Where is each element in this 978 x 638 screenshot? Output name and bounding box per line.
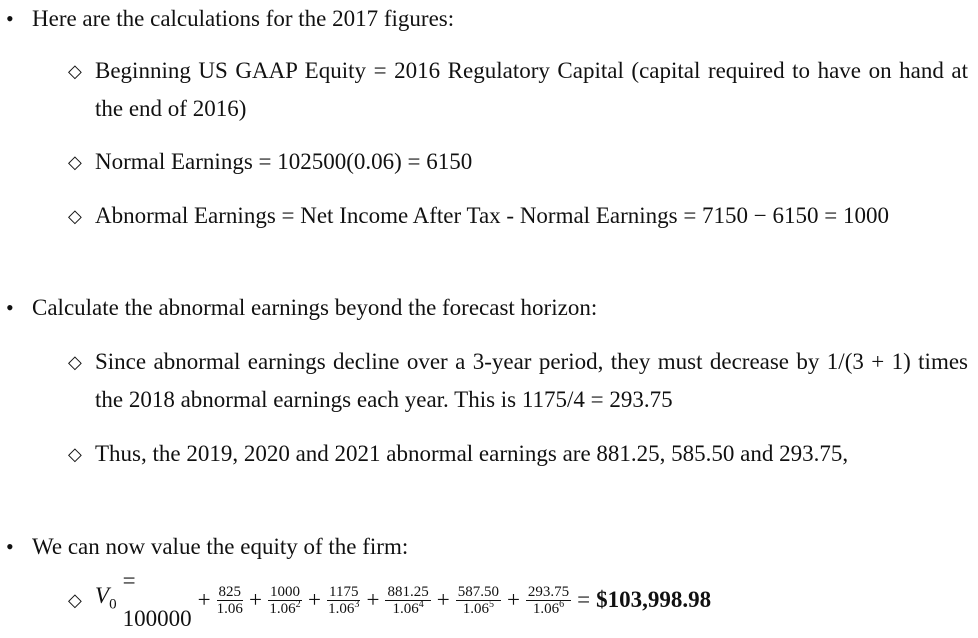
diamond: ◇ (68, 152, 82, 172)
denominator-base: 1.06 (462, 600, 489, 617)
denominator: 1.066 (532, 598, 565, 617)
denominator: 1.065 (462, 598, 494, 617)
fraction: 1175 1.063 (327, 583, 361, 617)
denominator-base: 1.06 (328, 600, 355, 617)
diamond: ◇ (68, 590, 82, 610)
sub-item-text: Normal Earnings = 102500(0.06) = 6150 (95, 149, 473, 174)
fraction: 1000 1.062 (268, 583, 303, 617)
sub-item-text: Abnormal Earnings = Net Income After Tax… (95, 203, 889, 228)
denominator: 1.064 (392, 598, 424, 617)
diamond: ◇ (68, 206, 82, 226)
bullet-dot: • (6, 534, 14, 559)
fraction: 825 1.06 (216, 583, 244, 617)
numerator: 825 (216, 583, 244, 601)
fraction: 587.50 1.065 (455, 583, 501, 617)
numerator: 1000 (268, 583, 303, 601)
exponent: 3 (354, 598, 360, 610)
denominator-base: 1.06 (216, 600, 243, 617)
numerator: 1175 (327, 583, 361, 601)
bullet-text: Here are the calculations for the 2017 f… (32, 6, 455, 31)
denominator-base: 1.06 (392, 600, 419, 617)
formula-start: = 100000 (122, 568, 192, 631)
sub-item-text: Since abnormal earnings decline over a 3… (95, 349, 968, 412)
exponent: 2 (295, 598, 301, 610)
numerator: 881.25 (385, 583, 431, 601)
variable: V (95, 582, 110, 608)
fraction: 293.75 1.066 (525, 583, 572, 617)
exponent: 5 (488, 598, 494, 610)
equals: = (577, 587, 591, 612)
plus: + (366, 587, 380, 612)
plus: + (249, 587, 263, 612)
bullet-text: Calculate the abnormal earnings beyond t… (32, 295, 598, 320)
denominator: 1.062 (269, 598, 301, 617)
diamond: ◇ (68, 61, 82, 81)
numerator: 587.50 (455, 583, 501, 601)
numerator: 293.75 (525, 583, 572, 601)
subscript: 0 (109, 596, 117, 613)
fraction: 881.25 1.064 (385, 583, 431, 617)
diamond: ◇ (68, 352, 82, 372)
exponent: 4 (418, 598, 424, 610)
denominator: 1.06 (217, 601, 243, 617)
plus: + (506, 587, 520, 612)
exponent: 6 (559, 598, 565, 610)
formula: V0 = 100000 +825 1.06 +1000 1.062 +1175 1.063… (95, 568, 712, 631)
denominator: 1.063 (328, 598, 360, 617)
denominator-base: 1.06 (269, 600, 296, 617)
sub-item-text: Beginning US GAAP Equity = 2016 Regulato… (95, 58, 968, 121)
plus: + (308, 587, 322, 612)
denominator-base: 1.06 (532, 600, 560, 617)
result: $103,998.98 (596, 587, 712, 612)
plus: + (197, 587, 211, 612)
sub-item-text: Thus, the 2019, 2020 and 2021 abnormal e… (95, 441, 849, 466)
bullet-text: We can now value the equity of the firm: (32, 534, 409, 559)
formula-lhs: V0 (95, 577, 117, 624)
bullet-dot: • (6, 295, 14, 320)
plus: + (436, 587, 450, 612)
bullet-dot: • (6, 6, 14, 31)
diamond: ◇ (68, 444, 82, 464)
